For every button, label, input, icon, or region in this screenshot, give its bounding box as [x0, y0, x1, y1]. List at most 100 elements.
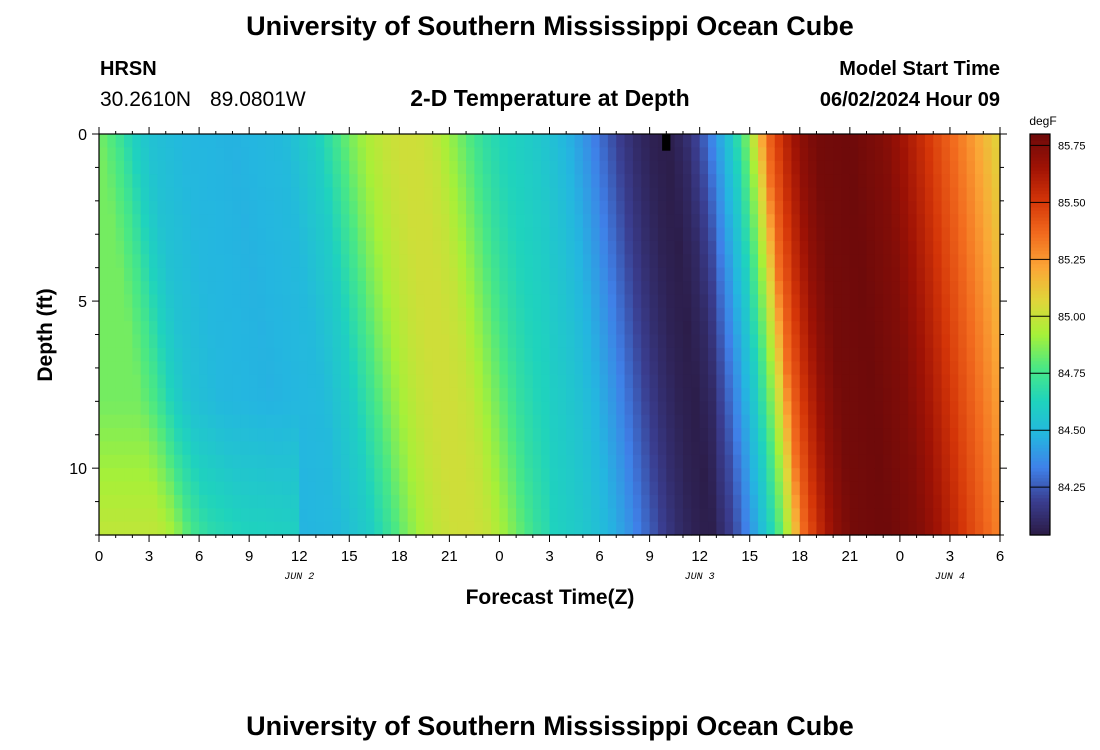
heatmap-cell — [949, 267, 959, 282]
heatmap-cell — [265, 174, 275, 189]
heatmap-cell — [249, 200, 259, 215]
heatmap-cell — [574, 401, 584, 416]
heatmap-cell — [958, 494, 968, 509]
heatmap-cell — [933, 174, 943, 189]
heatmap-cell — [140, 321, 150, 336]
heatmap-cell — [299, 374, 309, 389]
heatmap-cell — [833, 281, 843, 295]
heatmap-cell — [974, 494, 984, 509]
heatmap-cell — [966, 441, 976, 456]
heatmap-cell — [557, 334, 567, 349]
heatmap-cell — [424, 321, 434, 336]
heatmap-cell — [432, 281, 442, 295]
heatmap-cell — [741, 307, 751, 322]
heatmap-cell — [716, 334, 726, 349]
heatmap-cell — [257, 454, 267, 469]
heatmap-cell — [516, 428, 526, 443]
heatmap-cell — [315, 374, 325, 389]
heatmap-cell — [758, 508, 767, 523]
heatmap-cell — [449, 494, 459, 509]
heatmap-cell — [390, 428, 400, 443]
heatmap-cell — [340, 254, 350, 269]
heatmap-cell — [232, 441, 242, 456]
heatmap-cell — [190, 401, 200, 416]
heatmap-cell — [474, 294, 484, 309]
heatmap-cell — [207, 414, 217, 429]
colorbar-unit: degF — [1029, 114, 1056, 128]
heatmap-cell — [749, 147, 759, 162]
heatmap-cell — [491, 214, 501, 229]
heatmap-cell — [724, 347, 734, 362]
heatmap-cell — [182, 374, 192, 389]
heatmap-cell — [641, 281, 651, 295]
heatmap-cell — [616, 414, 626, 429]
heatmap-cell — [199, 254, 209, 269]
heatmap-cell — [390, 401, 400, 416]
heatmap-cell — [899, 441, 909, 456]
heatmap-cell — [282, 134, 292, 148]
heatmap-cell — [99, 481, 108, 496]
heatmap-cell — [891, 174, 901, 189]
heatmap-cell — [883, 294, 893, 309]
heatmap-cell — [708, 414, 717, 429]
heatmap-cell — [708, 267, 717, 282]
heatmap-cell — [541, 494, 551, 509]
colorbar-segment — [1030, 444, 1050, 449]
heatmap-cell — [499, 147, 509, 162]
heatmap-cell — [557, 160, 567, 175]
heatmap-cell — [774, 334, 784, 349]
heatmap-cell — [524, 494, 534, 509]
heatmap-cell — [691, 200, 701, 215]
heatmap-cell — [441, 160, 450, 175]
heatmap-cell — [666, 521, 676, 536]
heatmap-cell — [649, 468, 659, 483]
heatmap-cell — [257, 307, 267, 322]
heatmap-cell — [499, 294, 509, 309]
heatmap-cell — [958, 174, 968, 189]
heatmap-cell — [240, 214, 250, 229]
heatmap-cell — [966, 428, 976, 443]
heatmap-cell — [249, 454, 259, 469]
heatmap-cell — [933, 294, 943, 309]
heatmap-cell — [766, 401, 776, 416]
heatmap-cell — [399, 294, 409, 309]
heatmap-cell — [382, 267, 392, 282]
heatmap-cell — [332, 321, 342, 336]
heatmap-cell — [449, 428, 459, 443]
heatmap-cell — [365, 227, 375, 242]
heatmap-cell — [599, 214, 609, 229]
heatmap-cell — [399, 361, 409, 376]
heatmap-cell — [749, 321, 759, 336]
heatmap-cell — [365, 134, 375, 148]
heatmap-cell — [240, 187, 250, 202]
heatmap-cell — [632, 187, 642, 202]
heatmap-cell — [99, 387, 108, 402]
heatmap-cell — [215, 160, 225, 175]
heatmap-cell — [407, 468, 417, 483]
heatmap-cell — [657, 227, 667, 242]
heatmap-cell — [966, 468, 976, 483]
heatmap-cell — [332, 281, 342, 295]
heatmap-cell — [449, 508, 459, 523]
heatmap-cell — [132, 521, 142, 536]
heatmap-cell — [783, 307, 793, 322]
heatmap-cell — [407, 347, 417, 362]
heatmap-cell — [424, 227, 434, 242]
heatmap-cell — [591, 454, 601, 469]
heatmap-cell — [749, 374, 759, 389]
heatmap-cell — [424, 414, 434, 429]
x-tick-label: 0 — [495, 548, 503, 565]
heatmap-cell — [799, 294, 809, 309]
heatmap-cell — [416, 454, 425, 469]
heatmap-cell — [399, 160, 409, 175]
heatmap-cell — [666, 414, 676, 429]
heatmap-cell — [582, 281, 592, 295]
heatmap-cell — [274, 174, 284, 189]
heatmap-cell — [783, 174, 793, 189]
heatmap-cell — [399, 454, 409, 469]
heatmap-cell — [824, 494, 834, 509]
heatmap-cell — [174, 187, 184, 202]
heatmap-cell — [891, 334, 901, 349]
heatmap-cell — [816, 508, 826, 523]
heatmap-cell — [482, 174, 492, 189]
